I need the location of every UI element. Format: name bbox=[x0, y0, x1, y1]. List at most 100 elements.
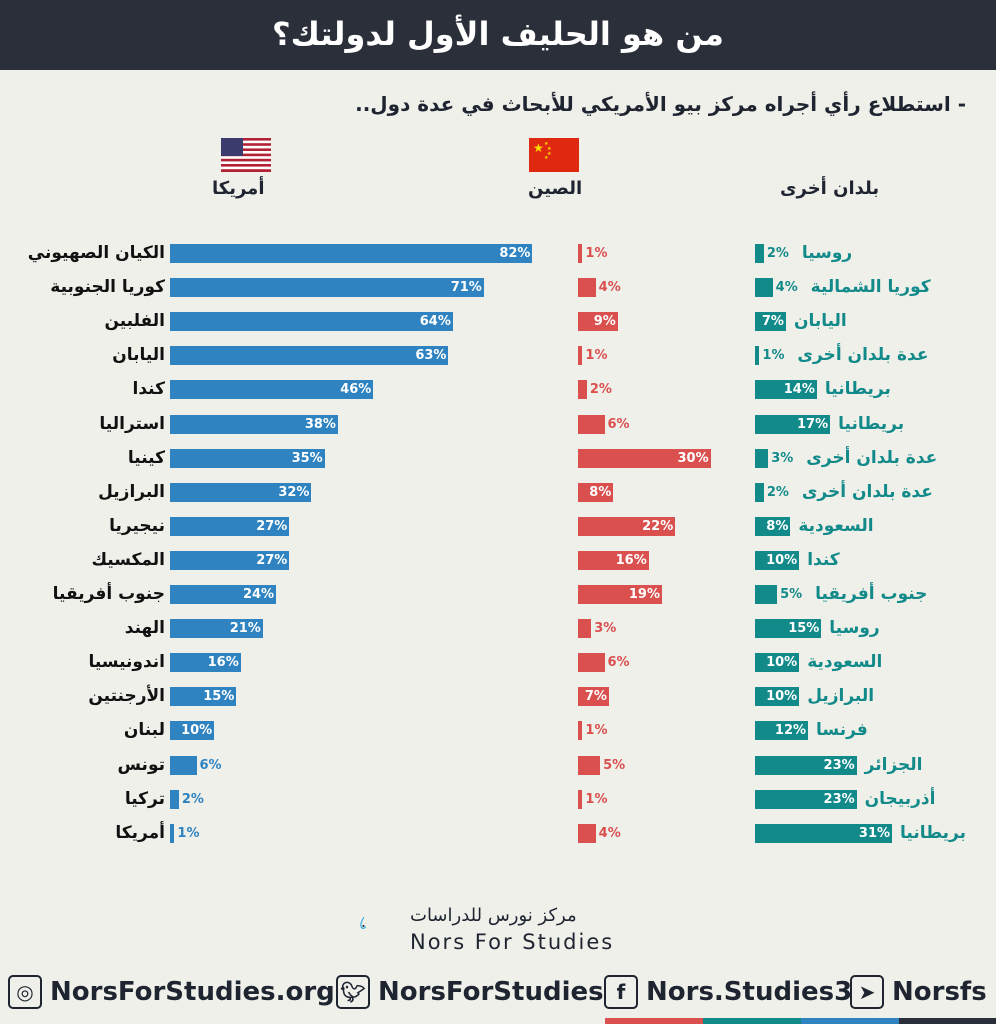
others-country-label: بريطانيا bbox=[824, 379, 891, 400]
logo-arabic: مركز نورس للدراسات bbox=[410, 905, 577, 926]
china-bar bbox=[578, 585, 662, 604]
svg-text:★: ★ bbox=[533, 141, 544, 155]
china-bar bbox=[578, 482, 614, 502]
color-strip-red bbox=[605, 1018, 703, 1024]
china-bar bbox=[578, 380, 587, 400]
svg-text:★: ★ bbox=[547, 146, 552, 152]
others-country-label: روسيا bbox=[801, 243, 853, 263]
others-value-label: 31% bbox=[858, 825, 891, 841]
us-value-label: 46% bbox=[340, 382, 372, 398]
china-bar bbox=[578, 516, 676, 536]
us-value-label: 27% bbox=[256, 518, 288, 534]
others-country-label: الجزائر bbox=[864, 754, 923, 775]
china-bar bbox=[578, 448, 711, 468]
us-bar bbox=[170, 448, 325, 468]
social-label: Norsfs bbox=[892, 977, 987, 1007]
china-value-label: 4% bbox=[598, 280, 621, 296]
china-value-label: 5% bbox=[603, 757, 626, 773]
others-value-label: 10% bbox=[766, 655, 798, 671]
category-label: أمريكا bbox=[115, 822, 165, 843]
category-label: كوريا الجنوبية bbox=[50, 277, 165, 298]
others-bar bbox=[755, 755, 857, 775]
logo-english: Nors For Studies bbox=[410, 930, 615, 954]
others-bar bbox=[755, 585, 778, 604]
others-country-label: كوريا الشمالية bbox=[810, 277, 931, 298]
facebook-icon: f bbox=[604, 975, 638, 1009]
others-value-label: 17% bbox=[797, 416, 829, 432]
us-column-header: أمريكا bbox=[212, 178, 265, 199]
others-country-label: بريطانيا bbox=[838, 413, 905, 434]
others-value-label: 2% bbox=[766, 246, 789, 261]
us-bar bbox=[170, 721, 215, 741]
social-label: NorsForStudies.org bbox=[50, 977, 335, 1007]
us-value-label: 38% bbox=[304, 416, 336, 432]
social-facebook[interactable]: f Nors.Studies3 bbox=[604, 972, 852, 1012]
us-bar bbox=[170, 244, 533, 263]
title-bar: من هو الحليف الأول لدولتك؟ bbox=[0, 0, 996, 70]
category-label: كينيا bbox=[127, 447, 165, 468]
china-bar bbox=[578, 278, 596, 298]
us-bar bbox=[170, 619, 263, 639]
social-website[interactable]: ◎ NorsForStudies.org bbox=[8, 972, 335, 1012]
others-value-label: 7% bbox=[761, 314, 784, 330]
svg-text:★: ★ bbox=[544, 141, 549, 147]
others-bar bbox=[755, 346, 760, 366]
svg-text:★: ★ bbox=[544, 155, 549, 161]
category-label: استراليا bbox=[99, 413, 165, 434]
us-value-label: 35% bbox=[291, 450, 323, 466]
others-country-label: السعودية bbox=[807, 652, 883, 673]
us-bar bbox=[170, 278, 484, 298]
us-value-label: 6% bbox=[199, 757, 222, 773]
others-bar bbox=[755, 448, 769, 468]
others-value-label: 10% bbox=[766, 689, 798, 705]
others-country-label: السعودية bbox=[798, 515, 874, 536]
social-telegram[interactable]: ➤ Norsfs bbox=[850, 972, 987, 1012]
china-bar bbox=[578, 823, 596, 843]
telegram-icon: ➤ bbox=[850, 975, 884, 1009]
us-bar bbox=[170, 312, 453, 332]
us-bar bbox=[170, 346, 449, 366]
others-value-label: 15% bbox=[788, 621, 820, 637]
others-bar bbox=[755, 312, 786, 332]
category-label: نيجيريا bbox=[109, 515, 165, 536]
category-label: الفلبين bbox=[104, 311, 165, 332]
us-bar bbox=[170, 414, 338, 434]
others-country-label: بريطانيا bbox=[900, 822, 967, 843]
china-value-label: 3% bbox=[594, 621, 617, 637]
others-value-label: 1% bbox=[762, 348, 785, 364]
category-label: الهند bbox=[124, 618, 165, 639]
china-bar bbox=[578, 312, 618, 332]
others-bar bbox=[755, 516, 791, 536]
others-country-label: اليابان bbox=[793, 311, 847, 332]
category-label: اليابان bbox=[112, 345, 165, 366]
others-bar bbox=[755, 278, 773, 298]
us-bar bbox=[170, 550, 290, 570]
us-value-label: 27% bbox=[256, 552, 288, 568]
category-label: البرازيل bbox=[98, 481, 165, 502]
category-label: الأرجنتين bbox=[88, 686, 165, 707]
china-bar bbox=[578, 550, 649, 570]
china-bar bbox=[578, 721, 583, 741]
china-value-label: 22% bbox=[642, 518, 674, 534]
us-value-label: 16% bbox=[207, 655, 239, 671]
social-twitter[interactable]: 🐦︎ NorsForStudies bbox=[336, 972, 604, 1012]
china-value-label: 8% bbox=[589, 484, 612, 500]
others-value-label: 12% bbox=[774, 723, 807, 739]
social-label: Nors.Studies3 bbox=[646, 977, 853, 1007]
us-bar bbox=[170, 687, 237, 707]
category-label: الكيان الصهيوني bbox=[27, 243, 165, 263]
category-label: كندا bbox=[132, 379, 165, 400]
others-bar bbox=[755, 380, 817, 400]
us-bar bbox=[170, 380, 374, 400]
dribbble-icon: ◎ bbox=[8, 975, 42, 1009]
others-value-label: 2% bbox=[766, 484, 789, 500]
us-bar bbox=[170, 755, 197, 775]
us-value-label: 21% bbox=[229, 621, 261, 637]
color-strip-dark bbox=[899, 1018, 996, 1024]
us-bar bbox=[170, 823, 175, 843]
others-country-label: كندا bbox=[807, 549, 840, 570]
others-bar bbox=[755, 789, 857, 809]
category-label: تركيا bbox=[124, 788, 165, 809]
us-flag-icon bbox=[221, 138, 271, 172]
us-value-label: 15% bbox=[203, 689, 235, 705]
